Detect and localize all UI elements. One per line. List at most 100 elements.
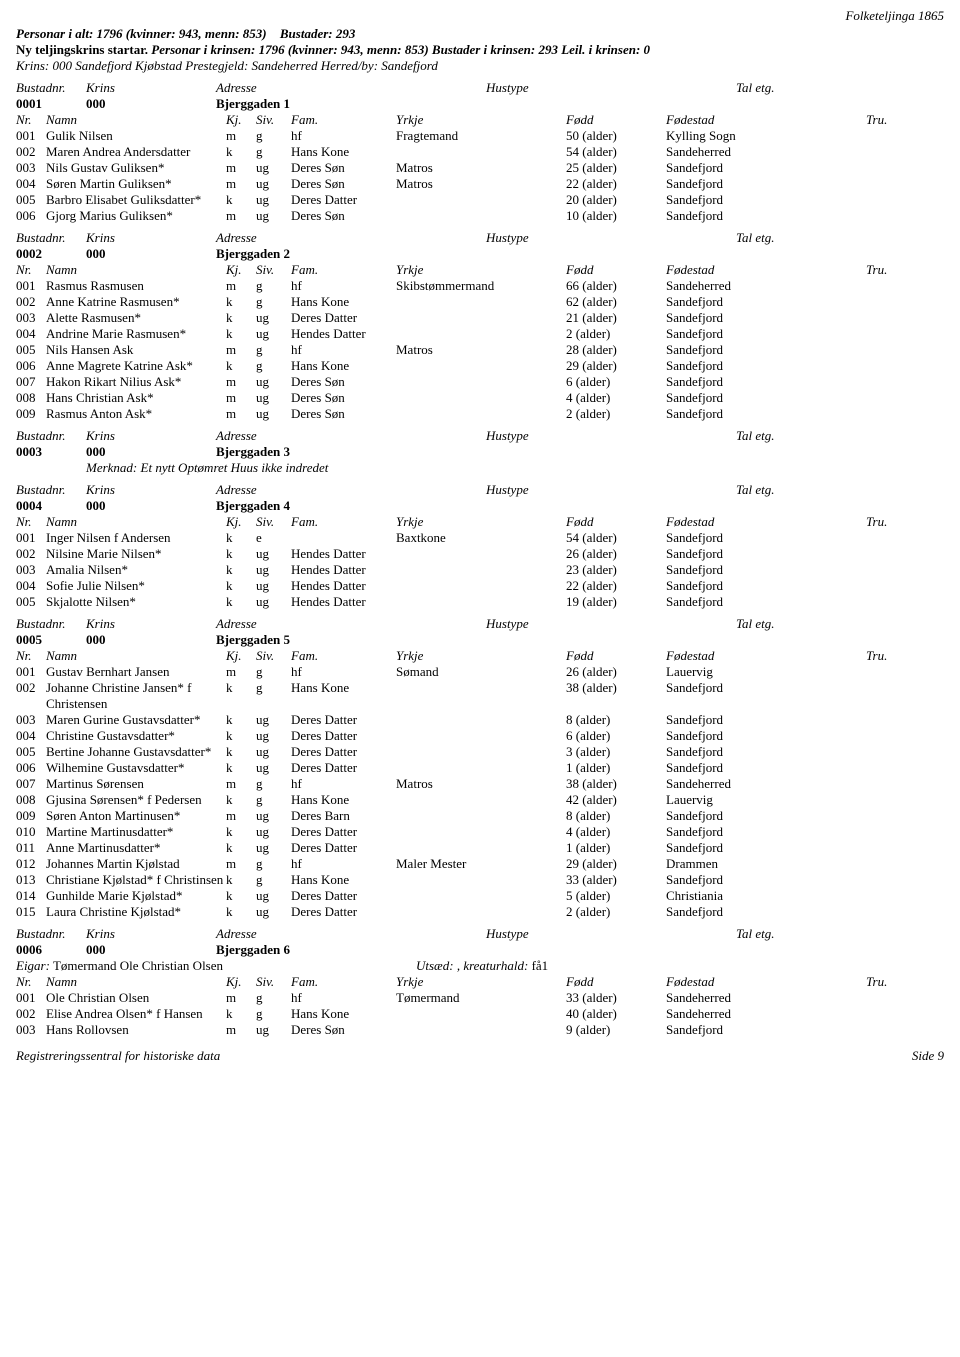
person-nr: 009	[16, 406, 46, 422]
col-fodd: Fødd	[566, 112, 666, 128]
person-kj: k	[226, 872, 256, 888]
person-fodd: 54 (alder)	[566, 530, 666, 546]
krins-value: 000	[86, 444, 216, 460]
person-fam: hf	[291, 278, 396, 294]
person-sted: Sandefjord	[666, 562, 866, 578]
person-kj: k	[226, 294, 256, 310]
person-row: 001 Gulik Nilsen m g hf Fragtemand 50 (a…	[16, 128, 944, 144]
bustad-row: 0006 000 Bjerggaden 6	[16, 942, 944, 958]
col-namn: Namn	[46, 974, 226, 990]
person-yrkje	[396, 326, 566, 342]
bustadnr-value: 0005	[16, 632, 86, 648]
person-kj: m	[226, 856, 256, 872]
person-siv: g	[256, 680, 291, 712]
col-fam: Fam.	[291, 112, 396, 128]
person-sted: Sandefjord	[666, 872, 866, 888]
col-adresse: Adresse	[216, 616, 486, 632]
person-row: 001 Inger Nilsen f Andersen k e Baxtkone…	[16, 530, 944, 546]
person-row: 003 Hans Rollovsen m ug Deres Søn 9 (ald…	[16, 1022, 944, 1038]
person-fam: Deres Søn	[291, 160, 396, 176]
col-taletg: Tal etg.	[736, 230, 775, 246]
person-yrkje	[396, 712, 566, 728]
person-kj: m	[226, 128, 256, 144]
bustad-header: Bustadnr. Krins Adresse Hustype Tal etg.	[16, 428, 944, 444]
person-row: 005 Nils Hansen Ask m g hf Matros 28 (al…	[16, 342, 944, 358]
person-siv: ug	[256, 160, 291, 176]
col-bustadnr: Bustadnr.	[16, 482, 86, 498]
person-sted: Sandefjord	[666, 594, 866, 610]
krins-start-lead: Ny teljingskrins startar.	[16, 42, 148, 57]
person-sted: Sandefjord	[666, 326, 866, 342]
person-row: 004 Søren Martin Guliksen* m ug Deres Sø…	[16, 176, 944, 192]
person-fodd: 38 (alder)	[566, 680, 666, 712]
person-nr: 007	[16, 374, 46, 390]
person-yrkje	[396, 192, 566, 208]
person-yrkje	[396, 760, 566, 776]
person-siv: ug	[256, 904, 291, 920]
col-adresse: Adresse	[216, 80, 486, 96]
person-siv: g	[256, 294, 291, 310]
col-yrkje: Yrkje	[396, 262, 566, 278]
person-nr: 001	[16, 664, 46, 680]
person-fodd: 26 (alder)	[566, 664, 666, 680]
person-nr: 004	[16, 326, 46, 342]
col-namn: Namn	[46, 262, 226, 278]
col-hustype: Hustype	[486, 616, 736, 632]
person-fam: Hans Kone	[291, 294, 396, 310]
person-fodd: 3 (alder)	[566, 744, 666, 760]
person-sted: Sandefjord	[666, 358, 866, 374]
col-krins: Krins	[86, 428, 216, 444]
person-row: 011 Anne Martinusdatter* k ug Deres Datt…	[16, 840, 944, 856]
person-namn: Amalia Nilsen*	[46, 562, 226, 578]
person-row: 006 Wilhemine Gustavsdatter* k ug Deres …	[16, 760, 944, 776]
person-kj: k	[226, 192, 256, 208]
person-row: 003 Alette Rasmusen* k ug Deres Datter 2…	[16, 310, 944, 326]
person-nr: 003	[16, 160, 46, 176]
col-hustype: Hustype	[486, 428, 736, 444]
person-row: 009 Søren Anton Martinusen* m ug Deres B…	[16, 808, 944, 824]
col-siv: Siv.	[256, 112, 291, 128]
person-nr: 001	[16, 128, 46, 144]
person-namn: Ole Christian Olsen	[46, 990, 226, 1006]
person-sted: Sandefjord	[666, 904, 866, 920]
person-fam: hf	[291, 342, 396, 358]
person-fodd: 19 (alder)	[566, 594, 666, 610]
person-sted: Sandefjord	[666, 728, 866, 744]
col-tru: Tru.	[866, 648, 906, 664]
bustad-header: Bustadnr. Krins Adresse Hustype Tal etg.	[16, 926, 944, 942]
person-yrkje: Matros	[396, 342, 566, 358]
person-siv: ug	[256, 208, 291, 224]
person-fodd: 54 (alder)	[566, 144, 666, 160]
person-siv: ug	[256, 390, 291, 406]
person-siv: ug	[256, 578, 291, 594]
col-hustype: Hustype	[486, 482, 736, 498]
person-siv: g	[256, 664, 291, 680]
person-fam: hf	[291, 664, 396, 680]
person-header: Nr. Namn Kj. Siv. Fam. Yrkje Fødd Fødest…	[16, 974, 944, 990]
person-fam: Deres Datter	[291, 712, 396, 728]
person-kj: m	[226, 342, 256, 358]
person-yrkje	[396, 904, 566, 920]
person-header: Nr. Namn Kj. Siv. Fam. Yrkje Fødd Fødest…	[16, 648, 944, 664]
col-adresse: Adresse	[216, 230, 486, 246]
krins-value: 000	[86, 246, 216, 262]
person-sted: Sandefjord	[666, 578, 866, 594]
person-namn: Hans Rollovsen	[46, 1022, 226, 1038]
person-row: 002 Johanne Christine Jansen* f Christen…	[16, 680, 944, 712]
person-sted: Sandefjord	[666, 760, 866, 776]
bustad-header: Bustadnr. Krins Adresse Hustype Tal etg.	[16, 482, 944, 498]
person-siv: ug	[256, 760, 291, 776]
person-yrkje	[396, 208, 566, 224]
person-siv: ug	[256, 728, 291, 744]
merknad-line: Merknad: Et nytt Optømret Huus ikke indr…	[86, 460, 944, 476]
krins-value: 000	[86, 498, 216, 514]
person-nr: 002	[16, 1006, 46, 1022]
person-siv: g	[256, 856, 291, 872]
person-row: 005 Bertine Johanne Gustavsdatter* k ug …	[16, 744, 944, 760]
page-header-right: Folketeljinga 1865	[16, 8, 944, 24]
col-fodestad: Fødestad	[666, 112, 866, 128]
person-fodd: 8 (alder)	[566, 808, 666, 824]
person-namn: Inger Nilsen f Andersen	[46, 530, 226, 546]
person-row: 006 Anne Magrete Katrine Ask* k g Hans K…	[16, 358, 944, 374]
person-row: 004 Andrine Marie Rasmusen* k ug Hendes …	[16, 326, 944, 342]
